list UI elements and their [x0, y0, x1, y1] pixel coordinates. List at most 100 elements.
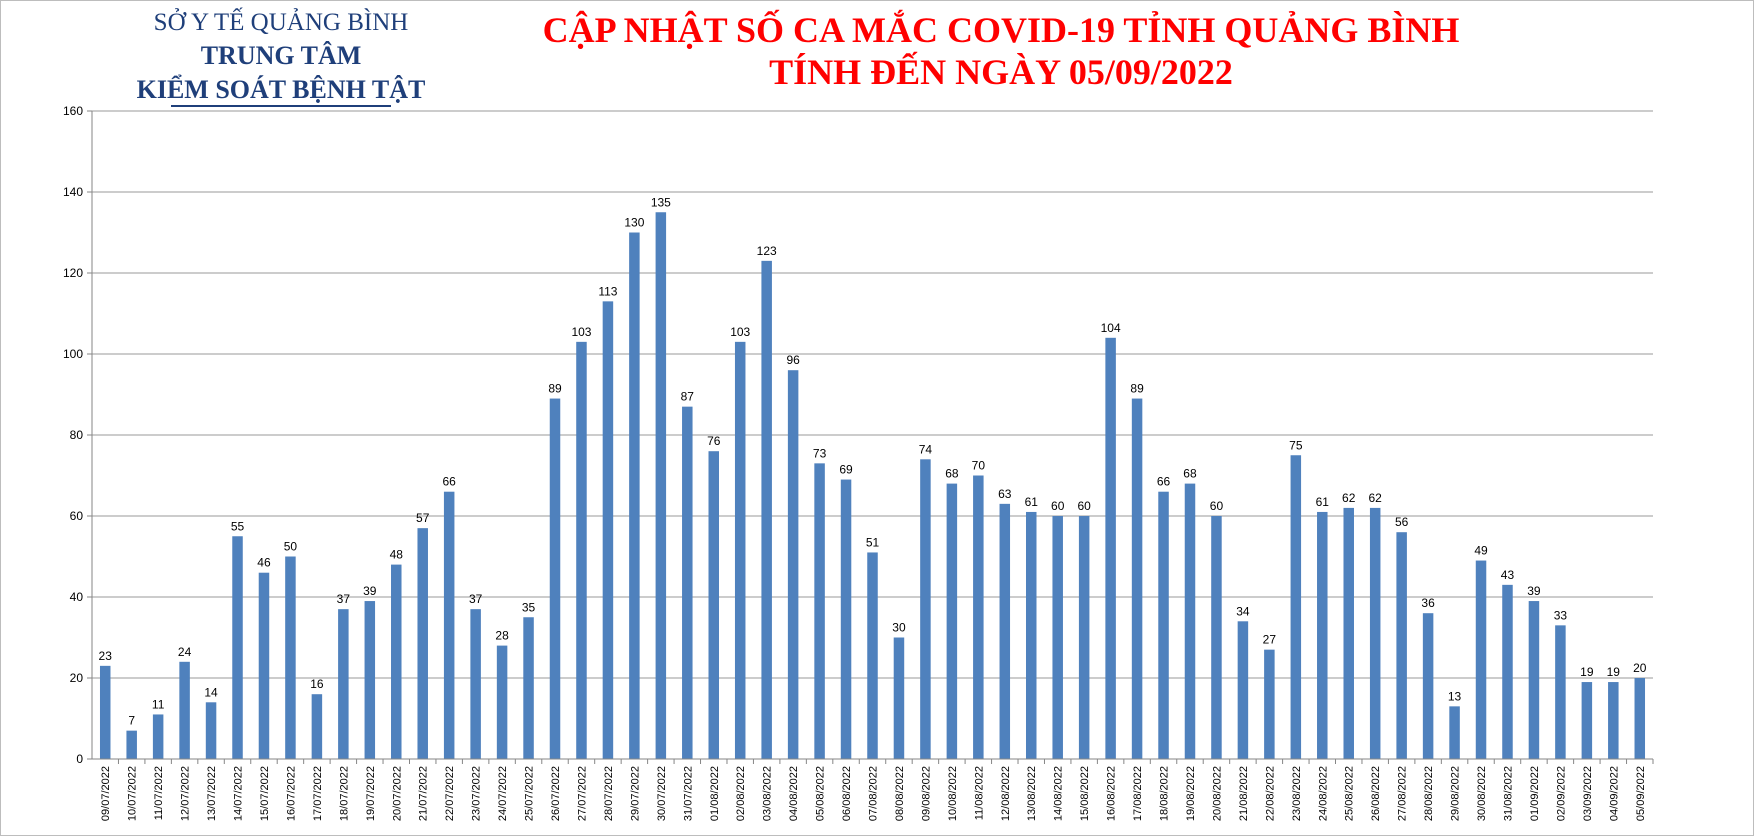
data-label: 89: [1130, 382, 1144, 396]
bar: [1422, 613, 1434, 759]
data-label: 66: [1157, 475, 1171, 489]
y-tick-label: 160: [63, 104, 83, 118]
data-label: 7: [128, 714, 135, 728]
y-tick-label: 20: [70, 671, 84, 685]
x-tick-label: 27/07/2022: [576, 766, 588, 821]
data-label: 14: [204, 685, 218, 699]
x-tick-label: 12/07/2022: [180, 766, 192, 821]
x-tick-label: 15/07/2022: [259, 766, 271, 821]
x-tick-label: 24/07/2022: [497, 766, 509, 821]
x-tick-label: 30/08/2022: [1476, 766, 1488, 821]
data-label: 30: [892, 621, 906, 635]
bar: [417, 528, 428, 759]
data-label: 130: [624, 216, 644, 230]
x-tick-label: 28/07/2022: [603, 766, 615, 821]
bar: [258, 572, 270, 759]
y-tick-label: 60: [70, 509, 84, 523]
x-tick-label: 06/08/2022: [841, 766, 853, 821]
data-label: 37: [337, 592, 351, 606]
x-tick-label: 03/08/2022: [762, 766, 774, 821]
data-label: 19: [1580, 665, 1594, 679]
data-label: 43: [1501, 568, 1515, 582]
data-label: 68: [945, 467, 959, 481]
data-label: 135: [651, 195, 671, 209]
bar: [999, 503, 1011, 759]
data-label: 48: [390, 548, 404, 562]
bar: [364, 601, 376, 759]
y-tick-label: 140: [63, 185, 83, 199]
x-tick-label: 20/08/2022: [1211, 766, 1223, 821]
bar: [179, 661, 190, 759]
data-label: 37: [469, 592, 483, 606]
data-labels: 23 7 11 24 14 55 46 50 16 37 39 48 57 66 37 28 35 89 103 11…: [99, 195, 1647, 727]
x-tick-label: 02/09/2022: [1555, 766, 1567, 821]
x-tick-label: 09/07/2022: [100, 766, 112, 821]
org-center: TRUNG TÂM: [200, 41, 362, 70]
bar: [232, 536, 243, 759]
bar: [311, 694, 323, 759]
bar: [787, 370, 799, 759]
x-tick-label: 19/07/2022: [365, 766, 377, 821]
bar: [1449, 706, 1460, 759]
data-label: 61: [1025, 495, 1039, 509]
data-label: 103: [571, 325, 591, 339]
gridlines: [92, 110, 1653, 679]
bar: [496, 645, 508, 759]
data-label: 96: [786, 353, 800, 367]
x-tick-label: 30/07/2022: [656, 766, 668, 821]
data-label: 123: [757, 244, 777, 258]
x-tick-label: 05/09/2022: [1635, 766, 1647, 821]
bar: [1475, 560, 1487, 759]
x-tick-label: 13/08/2022: [1026, 766, 1038, 821]
bar: [734, 341, 746, 759]
x-tick-label: 05/08/2022: [815, 766, 827, 821]
bar: [1317, 511, 1328, 759]
bar: [126, 730, 137, 759]
data-label: 61: [1316, 495, 1330, 509]
data-label: 33: [1554, 608, 1568, 622]
bar: [1502, 584, 1513, 759]
x-tick-label: 25/08/2022: [1344, 766, 1356, 821]
data-label: 23: [99, 649, 113, 663]
data-label: 13: [1448, 689, 1462, 703]
y-tick-label: 0: [76, 752, 83, 766]
data-label: 113: [598, 284, 617, 298]
x-tick-label: 11/07/2022: [153, 766, 165, 820]
bar: [602, 301, 614, 759]
bar: [920, 459, 931, 759]
bar: [1025, 511, 1037, 759]
x-tick-label: 29/08/2022: [1450, 766, 1462, 821]
y-tick-label: 40: [70, 590, 84, 604]
x-tick-label: 23/08/2022: [1291, 766, 1303, 821]
data-label: 69: [839, 463, 853, 477]
org-center-name: KIỂM SOÁT BỆNH TẬT: [136, 75, 426, 104]
organization-block: SỞ Y TẾ QUẢNG BÌNH TRUNG TÂM KIỂM SOÁT B…: [111, 7, 451, 107]
x-tick-label: 19/08/2022: [1185, 766, 1197, 821]
bar: [152, 714, 164, 759]
x-tick-label: 18/07/2022: [338, 766, 350, 821]
bar: [1211, 516, 1222, 759]
x-tick-label: 17/07/2022: [312, 766, 324, 821]
bar: [285, 556, 296, 759]
bar: [1528, 601, 1540, 759]
x-tick-label: 31/07/2022: [682, 766, 694, 821]
y-axis-ticks: 0 20 40 60 80 100 120 140 160: [63, 104, 92, 766]
data-label: 73: [813, 446, 827, 460]
bar: [523, 617, 534, 759]
bar: [1184, 483, 1196, 759]
x-axis-ticks: 09/07/2022 10/07/2022 11/07/2022 12/07/2022…: [100, 759, 1654, 821]
bar: [391, 564, 402, 759]
x-tick-label: 10/07/2022: [127, 766, 139, 821]
bar: [1052, 516, 1063, 759]
x-tick-label: 31/08/2022: [1502, 766, 1514, 821]
x-tick-label: 03/09/2022: [1582, 766, 1594, 821]
y-tick-label: 120: [63, 266, 83, 280]
bar: [708, 451, 720, 759]
bar: [1608, 682, 1619, 759]
x-tick-label: 10/08/2022: [947, 766, 959, 821]
bar: [946, 483, 958, 759]
x-tick-label: 22/07/2022: [444, 766, 456, 821]
x-tick-label: 07/08/2022: [868, 766, 880, 821]
data-label: 36: [1421, 596, 1435, 610]
x-tick-label: 22/08/2022: [1264, 766, 1276, 821]
